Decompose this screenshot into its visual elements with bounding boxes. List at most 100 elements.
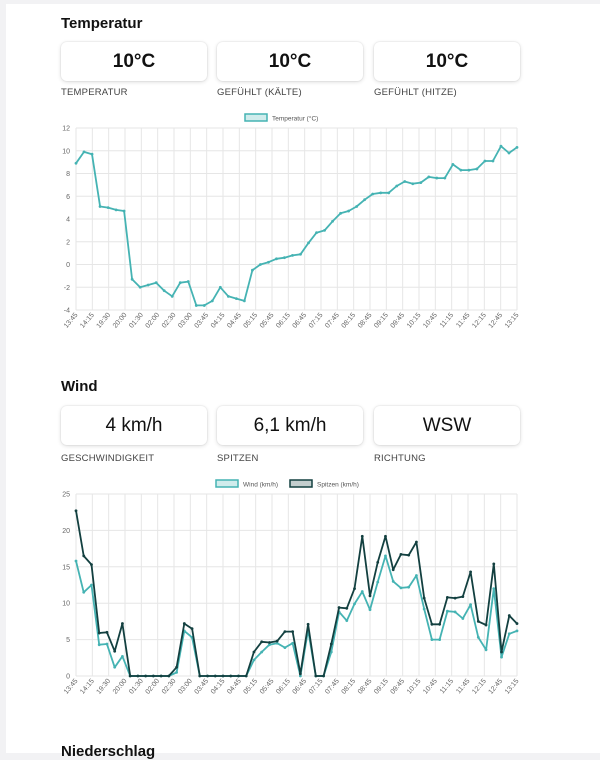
data-point xyxy=(283,256,286,260)
data-point xyxy=(492,587,496,591)
x-tick-label: 20:00 xyxy=(112,678,129,696)
x-tick-label: 02:00 xyxy=(145,678,162,696)
data-point xyxy=(260,640,264,644)
wind-direction-caption: RICHTUNG xyxy=(374,453,426,464)
x-tick-label: 04:45 xyxy=(226,312,243,330)
data-point xyxy=(252,658,256,662)
data-point xyxy=(210,299,214,303)
data-point xyxy=(82,554,86,558)
x-tick-label: 11:15 xyxy=(439,312,455,330)
data-point xyxy=(267,260,270,264)
y-tick-label: 10 xyxy=(62,148,70,155)
x-tick-label: 12:45 xyxy=(488,678,505,696)
data-point xyxy=(194,304,198,307)
wind-speed-card: 4 km/h xyxy=(61,406,207,445)
data-point xyxy=(435,176,439,180)
y-tick-label: 8 xyxy=(66,171,70,178)
y-tick-label: 25 xyxy=(62,492,70,499)
data-point xyxy=(430,622,434,626)
data-point xyxy=(268,643,271,647)
legend-swatch xyxy=(215,479,239,488)
data-point xyxy=(391,579,395,583)
data-point xyxy=(345,606,349,610)
data-point xyxy=(371,192,375,196)
data-point xyxy=(499,144,503,148)
x-tick-label: 02:30 xyxy=(161,678,178,696)
x-tick-label: 13:15 xyxy=(504,678,521,696)
data-point xyxy=(415,540,418,544)
data-point xyxy=(411,182,415,186)
data-point xyxy=(355,205,359,208)
data-point xyxy=(229,674,233,678)
data-point xyxy=(492,562,496,566)
data-point xyxy=(347,209,351,213)
legend-swatch xyxy=(244,113,268,122)
x-tick-label: 12:15 xyxy=(471,312,488,330)
data-point xyxy=(500,650,503,654)
wind-direction-value: WSW xyxy=(422,414,472,436)
x-tick-label: 20:00 xyxy=(112,312,129,330)
data-point xyxy=(298,672,302,676)
legend-label: Spitzen (km/h) xyxy=(317,482,359,489)
data-point xyxy=(146,283,150,287)
data-point xyxy=(82,150,86,154)
wind-gusts-caption: SPITZEN xyxy=(217,453,259,464)
data-point xyxy=(467,168,471,172)
data-point xyxy=(175,670,178,674)
y-tick-label: 12 xyxy=(62,126,70,133)
series-line xyxy=(75,555,518,677)
data-point xyxy=(90,152,94,156)
data-point xyxy=(74,161,78,165)
data-point xyxy=(476,636,480,639)
data-point xyxy=(121,622,124,625)
x-tick-label: 03:45 xyxy=(194,312,211,330)
data-point xyxy=(384,534,387,538)
data-point xyxy=(399,586,403,590)
x-tick-label: 01:30 xyxy=(128,678,145,696)
data-point xyxy=(97,631,101,635)
data-point xyxy=(268,641,271,644)
y-tick-label: 2 xyxy=(66,239,70,246)
data-point xyxy=(106,206,110,210)
data-point xyxy=(244,674,248,678)
data-point xyxy=(307,241,310,245)
data-point xyxy=(175,665,178,669)
data-point xyxy=(438,638,442,641)
legend-swatch xyxy=(289,479,313,488)
data-point xyxy=(427,175,431,179)
data-point xyxy=(376,561,380,564)
data-point xyxy=(368,594,372,598)
y-tick-label: 20 xyxy=(62,528,70,535)
x-tick-label: 02:30 xyxy=(161,312,178,330)
x-tick-label: 09:45 xyxy=(390,312,407,330)
section-title-wind: Wind xyxy=(61,378,98,395)
data-point xyxy=(136,674,140,678)
section-title-precipitation: Niederschlag xyxy=(61,743,156,760)
data-point xyxy=(190,627,194,631)
x-tick-label: 14:15 xyxy=(79,678,96,696)
data-point xyxy=(453,596,457,600)
x-tick-label: 01:30 xyxy=(128,312,145,330)
x-tick-label: 09:15 xyxy=(373,312,390,330)
x-tick-label: 08:45 xyxy=(357,312,374,330)
data-point xyxy=(151,674,155,678)
data-point xyxy=(198,674,202,678)
x-tick-label: 11:45 xyxy=(455,312,471,330)
x-tick-label: 06:45 xyxy=(292,678,309,696)
x-tick-label: 12:15 xyxy=(471,678,488,696)
data-point xyxy=(90,563,93,567)
data-point xyxy=(242,299,246,303)
data-point xyxy=(237,674,240,678)
feels-cold-card: 10°C xyxy=(217,42,363,81)
x-tick-label: 05:15 xyxy=(243,312,260,330)
data-point xyxy=(182,622,186,625)
data-point xyxy=(360,534,364,538)
data-point xyxy=(403,180,407,183)
data-point xyxy=(90,583,93,587)
x-tick-label: 10:45 xyxy=(422,678,439,696)
data-point xyxy=(121,654,124,658)
y-tick-label: 15 xyxy=(62,564,70,571)
legend-label: Wind (km/h) xyxy=(243,482,278,489)
data-point xyxy=(360,590,364,593)
